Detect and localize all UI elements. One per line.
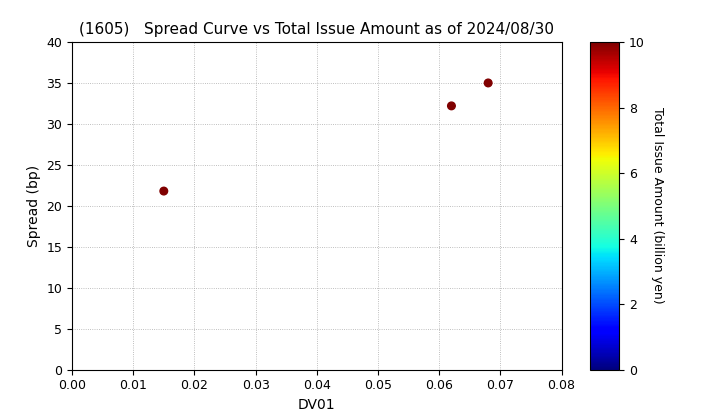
Point bbox=[158, 188, 170, 194]
Point bbox=[446, 102, 457, 109]
X-axis label: DV01: DV01 bbox=[298, 398, 336, 412]
Title: (1605)   Spread Curve vs Total Issue Amount as of 2024/08/30: (1605) Spread Curve vs Total Issue Amoun… bbox=[79, 22, 554, 37]
Point bbox=[482, 79, 494, 86]
Y-axis label: Total Issue Amount (billion yen): Total Issue Amount (billion yen) bbox=[652, 108, 665, 304]
Y-axis label: Spread (bp): Spread (bp) bbox=[27, 165, 41, 247]
